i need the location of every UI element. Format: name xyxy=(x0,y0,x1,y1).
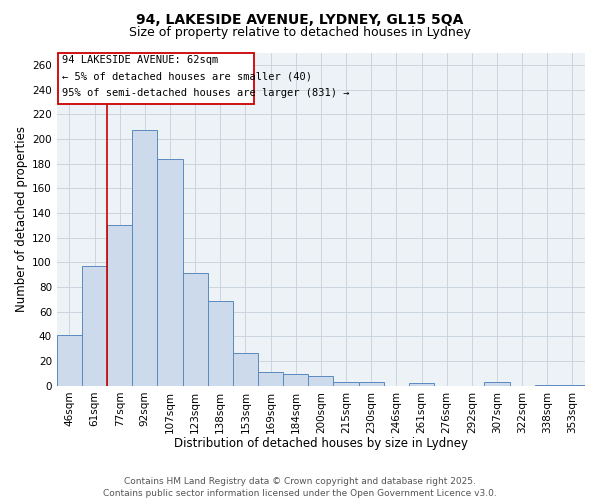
Bar xyxy=(560,384,585,386)
Bar xyxy=(157,158,182,386)
Bar xyxy=(107,226,132,386)
Bar xyxy=(484,382,509,386)
Text: 94, LAKESIDE AVENUE, LYDNEY, GL15 5QA: 94, LAKESIDE AVENUE, LYDNEY, GL15 5QA xyxy=(136,12,464,26)
FancyBboxPatch shape xyxy=(58,52,254,104)
Text: 95% of semi-detached houses are larger (831) →: 95% of semi-detached houses are larger (… xyxy=(62,88,349,99)
Bar xyxy=(283,374,308,386)
Bar xyxy=(132,130,157,386)
Bar xyxy=(182,274,208,386)
Text: 94 LAKESIDE AVENUE: 62sqm: 94 LAKESIDE AVENUE: 62sqm xyxy=(62,55,218,65)
Bar xyxy=(308,376,334,386)
Bar xyxy=(57,335,82,386)
Bar xyxy=(208,300,233,386)
X-axis label: Distribution of detached houses by size in Lydney: Distribution of detached houses by size … xyxy=(174,437,468,450)
Y-axis label: Number of detached properties: Number of detached properties xyxy=(15,126,28,312)
Bar xyxy=(82,266,107,386)
Bar xyxy=(334,382,359,386)
Bar xyxy=(258,372,283,386)
Bar xyxy=(233,352,258,386)
Text: Size of property relative to detached houses in Lydney: Size of property relative to detached ho… xyxy=(129,26,471,39)
Bar xyxy=(409,384,434,386)
Bar xyxy=(535,384,560,386)
Bar xyxy=(359,382,384,386)
Text: Contains HM Land Registry data © Crown copyright and database right 2025.
Contai: Contains HM Land Registry data © Crown c… xyxy=(103,476,497,498)
Text: ← 5% of detached houses are smaller (40): ← 5% of detached houses are smaller (40) xyxy=(62,71,312,81)
